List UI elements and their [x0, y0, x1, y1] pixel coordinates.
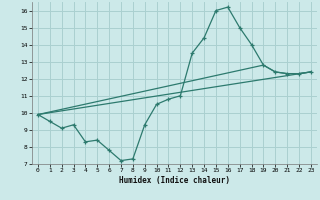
X-axis label: Humidex (Indice chaleur): Humidex (Indice chaleur): [119, 176, 230, 185]
